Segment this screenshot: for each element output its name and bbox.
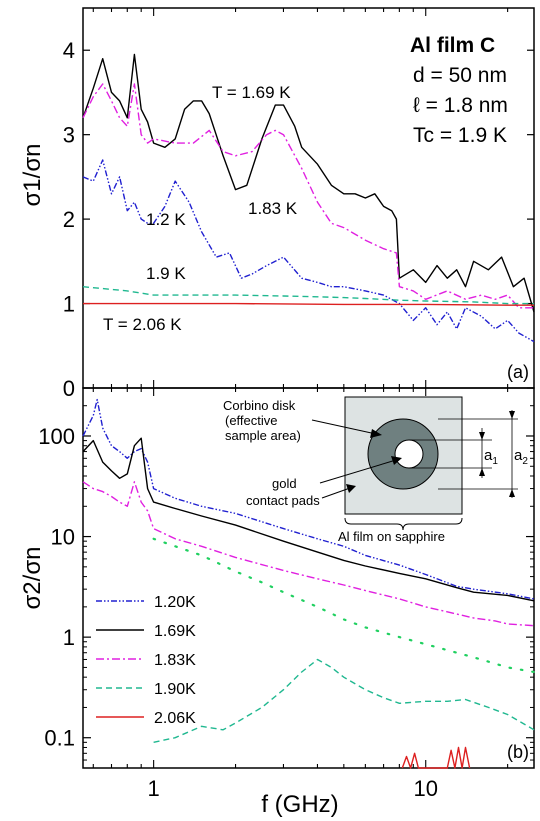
panel-b-xlabel: f (GHz) [261,791,338,818]
panel-a-series-1-9-k [82,286,534,305]
anno-19: 1.9 K [146,264,186,283]
panel-b-series [82,398,536,769]
inset-a1-arrowhead-top [479,432,485,440]
panel-a-series-2-06-k [83,302,534,306]
panel-b-ylabel: σ2/σn [19,547,46,610]
inset-gold-label: gold [272,476,297,491]
legend-label-1-20k: 1.20K [154,594,196,611]
anno-169: T = 1.69 K [212,83,291,102]
panel-a-series-1-83-k [82,83,534,309]
corbino-inset: a1 a2 Corbino disk (effective sample are… [223,396,528,544]
panel-a-ytick-label-0: 0 [63,376,75,401]
inset-arrowhead-gold-1 [391,456,402,465]
inset-arrowhead-corbino [370,429,382,438]
panel-b-series-1-83k [82,481,535,627]
inset-center-pad [394,439,424,469]
panel-a-label: (a) [507,362,529,382]
panel-a-series [82,53,535,343]
panel-b-ytick-label-1: 1 [63,625,75,650]
legend: 1.20K 1.69K 1.83K 1.90K 2.06K [96,594,196,727]
legend-label-1-69k: 1.69K [154,623,196,640]
panel-a-ylabel: σ1/σn [19,144,46,207]
legend-label-2-06k: 2.06K [154,710,196,727]
anno-206: T = 2.06 K [103,315,182,334]
info-thickness: d = 50 nm [413,64,507,87]
inset-arrow-corbino [311,419,377,435]
legend-label-1-83k: 1.83K [154,652,196,669]
panel-b: 0.1 1 10 100 1 10 σ2/σn f (GHz) (b) a1 a2 Co… [19,387,536,818]
panel-a-ytick-label-4: 4 [63,38,75,63]
inset-a1-arrowhead-bottom [479,468,485,476]
legend-label-1-90k: 1.90K [154,681,196,698]
panel-b-frame [82,387,535,769]
info-title: Al film C [410,34,495,57]
panel-b-series-1-69k [82,437,535,602]
panel-a-ytick-label-3: 3 [63,123,75,148]
panel-b-series-2-06k [401,746,471,769]
panel-b-ytick-label-100: 100 [38,424,75,449]
inset-arrow-gold-1 [319,459,397,484]
info-mean-free-path: ℓ = 1.8 nm [413,94,508,117]
inset-effective-label: (effective [225,413,278,428]
inset-caption-brace [344,517,463,531]
panel-b-series-1-20k [82,398,535,600]
inset-arrowhead-gold-2 [346,484,356,493]
inset-a2-arrowhead-top [509,411,515,419]
panel-b-label: (b) [507,742,529,762]
panel-b-series-1-90k-dots [152,537,536,674]
inset-a1-label: a1 [484,447,498,467]
panel-b-series-1-90k [153,658,535,743]
panel-a: 0 1 2 3 4 σ1/σn (a) Al film C d = 50 nm ℓ = … [19,7,535,401]
panel-b-ytick-label-10: 10 [51,525,75,550]
anno-12: 1.2 K [146,210,186,229]
anno-183: 1.83 K [248,199,298,218]
panel-a-series-1-69-k [82,53,535,313]
panel-b-xtick-label-1: 1 [148,776,160,801]
inset-a2-arrowhead-bottom [509,489,515,497]
inset-contact-label: contact pads [246,493,320,508]
inset-a2-label: a2 [514,447,528,467]
panel-b-ytick-label-0-1: 0.1 [44,726,75,751]
info-tc: Tc = 1.9 K [413,124,507,147]
inset-sample-area-label: sample area) [225,428,301,443]
panel-b-xtick-label-10: 10 [413,776,437,801]
panel-b-y-ticks: 0.1 1 10 100 [38,387,534,769]
panel-b-x-ticks: 1 10 [92,388,509,801]
panel-a-ytick-label-2: 2 [63,207,75,232]
inset-corbino-label: Corbino disk [223,398,296,413]
inset-caption: Al film on sapphire [338,529,445,544]
panel-a-series-1-2-k [82,159,535,343]
inset-arrow-gold-2 [321,487,351,499]
panel-a-ytick-label-1: 1 [63,292,75,317]
